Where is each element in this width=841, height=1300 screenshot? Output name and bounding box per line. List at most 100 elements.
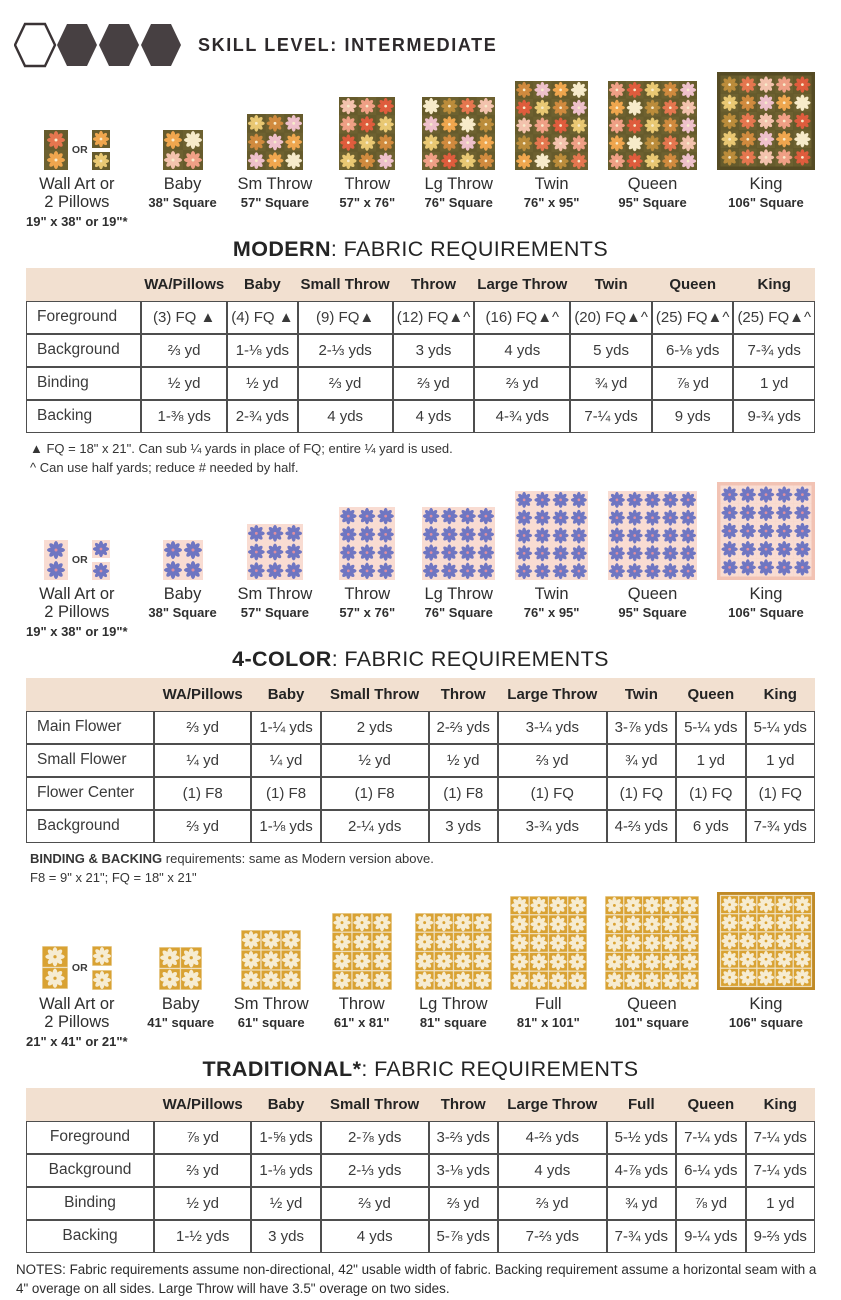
quilt-thumbnail — [91, 152, 110, 170]
size-item-baby: Baby 41" square — [146, 890, 216, 1030]
value-cell: 7-¼ yds — [745, 1153, 815, 1187]
quilt-thumb-wrap — [162, 70, 203, 170]
column-header: WA/Pillows — [154, 677, 252, 711]
column-header: Throw — [392, 267, 475, 301]
size-item-queen: Queen 95" Square — [608, 480, 698, 620]
fourcolor-footnotes: BINDING & BACKING requirements: same as … — [30, 849, 811, 888]
or-label: OR — [71, 961, 88, 974]
table-header-row: WA/Pillows Baby Small Throw Throw Large Thro… — [26, 677, 815, 711]
quilt-thumb-wrap — [159, 890, 203, 990]
table-row: Background ⅔ yd 1-⅛ yds 2-⅓ yds 3 yds 4 yds 5 … — [26, 333, 815, 367]
value-cell: ½ yd — [227, 366, 298, 400]
quilt-thumb-wrap — [246, 70, 303, 170]
size-dimensions: 57" Square — [240, 195, 310, 211]
skill-level-label: SKILL LEVEL: INTERMEDIATE — [198, 34, 498, 55]
value-cell: 4 yds — [497, 1153, 607, 1187]
quilt-thumbnail — [162, 130, 203, 170]
quilt-thumbnail — [422, 506, 496, 580]
quilt-thumb-wrap — [608, 70, 698, 170]
quilt-thumb-wrap — [716, 480, 815, 580]
traditional-fabric-table-wrap: WA/Pillows Baby Small Throw Throw Large Thro… — [0, 1087, 841, 1253]
quilt-thumb-wrap — [509, 890, 587, 990]
value-cell: ¾ yd — [570, 366, 652, 400]
fourcolor-fabric-table-wrap: WA/Pillows Baby Small Throw Throw Large Thro… — [0, 677, 841, 843]
size-name: Sm Throw — [237, 584, 313, 603]
size-dimensions: 38" Square — [148, 195, 217, 211]
value-cell: (3) FQ ▲ — [141, 300, 228, 334]
value-cell: 4 yds — [392, 399, 475, 433]
column-header: Small Throw — [320, 1087, 429, 1121]
size-name: King — [749, 584, 783, 603]
value-cell: ⅔ yd — [428, 1186, 498, 1220]
section-title-4color: 4-COLOR: FABRIC REQUIREMENTS — [232, 646, 609, 671]
value-cell: 7-⅔ yds — [497, 1219, 607, 1253]
value-cell: 2-¾ yds — [227, 399, 298, 433]
hexagon-filled-icon — [141, 24, 181, 66]
table-header-row: WA/Pillows Baby Small Throw Throw Large Thro… — [26, 1087, 815, 1121]
value-cell: 3-⅔ yds — [428, 1120, 498, 1154]
size-dimensions: 57" x 76" — [339, 605, 396, 621]
quilt-thumbnail — [91, 539, 110, 558]
table-row: Background ⅔ yd 1-⅛ yds 2-¼ yds 3 yds 3-¾ yds… — [26, 809, 815, 843]
value-cell: 7-¾ yds — [733, 333, 815, 367]
quilt-thumbnail — [246, 114, 303, 170]
section-title-modern: MODERN: FABRIC REQUIREMENTS — [232, 236, 609, 261]
value-cell: (1) F8 — [428, 776, 498, 810]
size-item-throw: Throw 57" x 76" — [332, 480, 402, 620]
table-row: Flower Center (1) F8 (1) F8 (1) F8 (1) F8 (1)… — [26, 776, 815, 810]
value-cell: (12) FQ▲^ — [392, 300, 475, 334]
size-item-lg-throw: Lg Throw 76" Square — [422, 70, 496, 210]
size-name: Wall Art or — [39, 584, 115, 603]
size-item-wall-art-or: OR Wall Art or 2 Pillows 19" x 38" or 19"* — [26, 480, 128, 639]
skill-level-icons — [14, 22, 181, 68]
value-cell: 5-¼ yds — [745, 710, 815, 744]
size-name: Throw — [344, 175, 391, 193]
value-cell: ½ yd — [141, 366, 228, 400]
value-cell: 3 yds — [428, 809, 498, 843]
size-name: Wall Art or — [39, 994, 115, 1013]
quilt-thumbnail — [91, 969, 112, 990]
row-label: Background — [26, 333, 142, 367]
footnote: F8 = 9" x 21"; FQ = 18" x 21" — [30, 870, 197, 886]
modern-fabric-table-wrap: WA/Pillows Baby Small Throw Throw Large Thro… — [0, 267, 841, 433]
column-header: Twin — [570, 267, 652, 301]
size-dimensions: 61" square — [237, 1015, 305, 1031]
value-cell: ½ yd — [320, 743, 429, 777]
value-cell: (1) FQ — [745, 776, 815, 810]
quilt-thumbnail — [159, 946, 203, 990]
size-item-baby: Baby 38" Square — [148, 70, 218, 210]
table-header-row: WA/Pillows Baby Small Throw Throw Large Thro… — [26, 267, 815, 301]
value-cell: 1-⅛ yds — [251, 809, 321, 843]
column-header: Full — [606, 1087, 677, 1121]
modern-size-row: OR Wall Art or 2 Pillows 19" x 38" or 19"* B… — [0, 68, 841, 229]
quilt-thumb-wrap — [515, 480, 589, 580]
value-cell: 1 yd — [676, 743, 746, 777]
table-row: Main Flower ⅔ yd 1-¼ yds 2 yds 2-⅔ yds 3-¼ yd… — [26, 710, 815, 744]
value-cell: 1-¼ yds — [251, 710, 321, 744]
value-cell: 2-⅔ yds — [428, 710, 498, 744]
size-dimensions: 106" Square — [728, 605, 804, 621]
quilt-thumbnail — [515, 81, 589, 170]
quilt-thumbnail — [246, 523, 303, 580]
value-cell: ⅔ yd — [392, 366, 475, 400]
size-item-king: King 106" Square — [716, 70, 815, 210]
size-dimensions: 21" x 41" or 21"* — [26, 1033, 128, 1049]
table-row: Foreground ⅞ yd 1-⅝ yds 2-⅞ yds 3-⅔ yds 4-⅔ y… — [26, 1120, 815, 1154]
size-name: Queen — [627, 175, 678, 193]
notes-line: NOTES: Fabric requirements assume non-di… — [16, 1261, 817, 1296]
size-name: Throw — [344, 584, 391, 603]
quilt-thumb-wrap — [246, 480, 303, 580]
value-cell: 1-⅜ yds — [141, 399, 228, 433]
value-cell: (1) F8 — [251, 776, 321, 810]
value-cell: 5 yds — [570, 333, 652, 367]
value-cell: 3-¾ yds — [497, 809, 607, 843]
value-cell: 9 yds — [651, 399, 734, 433]
column-header: Small Throw — [297, 267, 393, 301]
quilt-thumb-wrap — [422, 70, 496, 170]
size-item-throw: Throw 61" x 81" — [327, 890, 397, 1030]
size-dimensions: 19" x 38" or 19"* — [26, 623, 128, 639]
traditional-size-row: OR Wall Art or 2 Pillows 21" x 41" or 21"* B… — [0, 888, 841, 1049]
column-header: King — [733, 267, 815, 301]
wallart-pillow-group: OR — [41, 945, 112, 990]
pillow-column — [91, 130, 110, 170]
